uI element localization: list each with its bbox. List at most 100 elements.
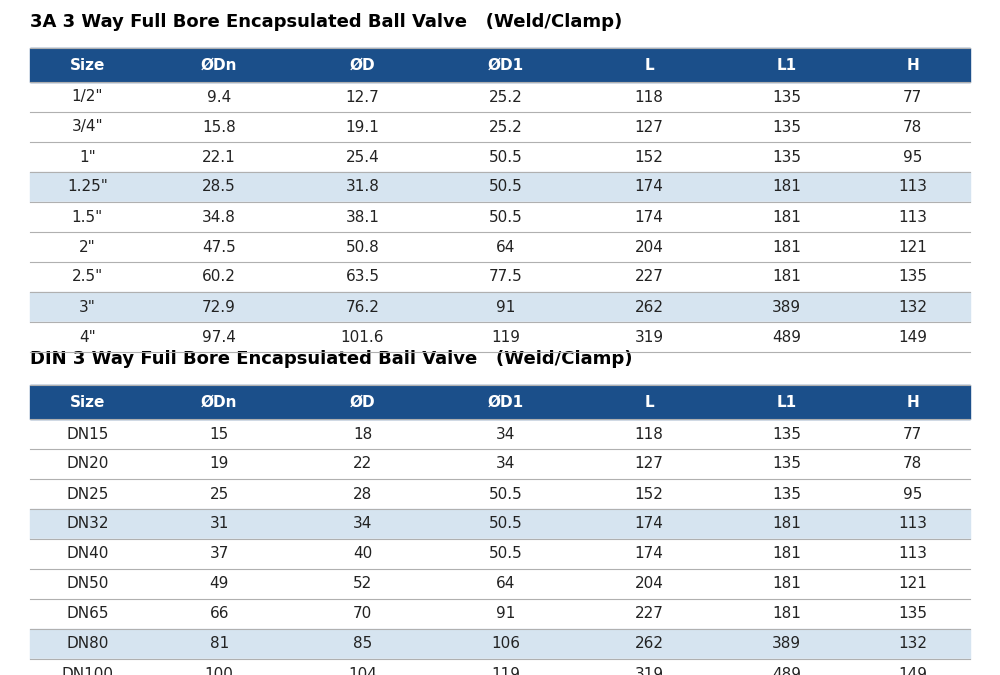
- Text: 34.8: 34.8: [202, 209, 236, 225]
- Bar: [30, 419, 970, 449]
- Text: 104: 104: [348, 666, 377, 675]
- Text: 47.5: 47.5: [202, 240, 236, 254]
- Text: 9.4: 9.4: [207, 90, 231, 105]
- Text: 174: 174: [635, 516, 663, 531]
- Text: 319: 319: [634, 329, 664, 344]
- Text: 95: 95: [903, 149, 922, 165]
- Text: 18: 18: [353, 427, 372, 441]
- Bar: [30, 202, 970, 232]
- Text: 3": 3": [79, 300, 96, 315]
- Text: ØD1: ØD1: [488, 394, 524, 410]
- Text: 181: 181: [772, 607, 801, 622]
- Text: 132: 132: [898, 300, 927, 315]
- Text: 70: 70: [353, 607, 372, 622]
- Text: 1": 1": [79, 149, 96, 165]
- Text: 50.5: 50.5: [489, 209, 523, 225]
- Text: 262: 262: [635, 637, 664, 651]
- Text: ØD: ØD: [350, 57, 375, 72]
- Text: 149: 149: [898, 329, 927, 344]
- Text: 25.2: 25.2: [489, 90, 523, 105]
- Text: DN50: DN50: [66, 576, 109, 591]
- Text: 22.1: 22.1: [202, 149, 236, 165]
- Text: 34: 34: [353, 516, 372, 531]
- Text: 66: 66: [209, 607, 229, 622]
- Text: 2": 2": [79, 240, 96, 254]
- Text: 38.1: 38.1: [346, 209, 379, 225]
- Text: 50.5: 50.5: [489, 149, 523, 165]
- Bar: [30, 509, 970, 539]
- Text: 135: 135: [772, 427, 801, 441]
- Text: 174: 174: [635, 209, 663, 225]
- Text: 64: 64: [496, 240, 515, 254]
- Text: 135: 135: [772, 119, 801, 134]
- Text: 127: 127: [635, 119, 663, 134]
- Text: 63.5: 63.5: [345, 269, 379, 284]
- Text: DN65: DN65: [66, 607, 109, 622]
- Bar: [30, 479, 970, 509]
- Text: 19: 19: [209, 456, 229, 472]
- Text: 262: 262: [635, 300, 664, 315]
- Bar: [30, 322, 970, 352]
- Text: 135: 135: [772, 90, 801, 105]
- Text: 181: 181: [772, 209, 801, 225]
- Text: 121: 121: [898, 576, 927, 591]
- Text: L: L: [644, 57, 654, 72]
- Bar: [30, 629, 970, 659]
- Text: DN15: DN15: [66, 427, 109, 441]
- Bar: [30, 599, 970, 629]
- Text: 15: 15: [210, 427, 229, 441]
- Text: 85: 85: [353, 637, 372, 651]
- Text: 2.5": 2.5": [72, 269, 103, 284]
- Bar: [30, 142, 970, 172]
- Text: 113: 113: [898, 547, 927, 562]
- Text: 15.8: 15.8: [202, 119, 236, 134]
- Text: 389: 389: [772, 637, 801, 651]
- Text: DN100: DN100: [61, 666, 113, 675]
- Text: 1/2": 1/2": [72, 90, 103, 105]
- Text: 50.5: 50.5: [489, 547, 523, 562]
- Text: ØDn: ØDn: [201, 394, 237, 410]
- Bar: [30, 385, 970, 419]
- Text: 127: 127: [635, 456, 663, 472]
- Text: DIN 3 Way Full Bore Encapsulated Ball Valve   (Weld/Clamp): DIN 3 Way Full Bore Encapsulated Ball Va…: [30, 350, 633, 368]
- Text: 132: 132: [898, 637, 927, 651]
- Text: 119: 119: [491, 329, 520, 344]
- Text: 50.5: 50.5: [489, 516, 523, 531]
- Text: ØD1: ØD1: [488, 57, 524, 72]
- Text: Size: Size: [70, 394, 105, 410]
- Text: 78: 78: [903, 456, 922, 472]
- Text: 34: 34: [496, 427, 515, 441]
- Text: Size: Size: [70, 57, 105, 72]
- Text: 181: 181: [772, 180, 801, 194]
- Text: 50.5: 50.5: [489, 180, 523, 194]
- Text: 76.2: 76.2: [346, 300, 379, 315]
- Text: 97.4: 97.4: [202, 329, 236, 344]
- Text: 489: 489: [772, 666, 801, 675]
- Text: 50.5: 50.5: [489, 487, 523, 502]
- Text: 78: 78: [903, 119, 922, 134]
- Text: 118: 118: [635, 90, 663, 105]
- Text: 34: 34: [496, 456, 515, 472]
- Text: 28: 28: [353, 487, 372, 502]
- Text: 60.2: 60.2: [202, 269, 236, 284]
- Text: 181: 181: [772, 576, 801, 591]
- Text: DN25: DN25: [66, 487, 109, 502]
- Bar: [30, 659, 970, 675]
- Text: 181: 181: [772, 547, 801, 562]
- Text: 4": 4": [79, 329, 96, 344]
- Text: H: H: [906, 57, 919, 72]
- Text: 1.25": 1.25": [67, 180, 108, 194]
- Text: 31.8: 31.8: [346, 180, 379, 194]
- Text: 50.8: 50.8: [346, 240, 379, 254]
- Text: 113: 113: [898, 180, 927, 194]
- Text: 91: 91: [496, 300, 515, 315]
- Text: 149: 149: [898, 666, 927, 675]
- Text: L1: L1: [777, 57, 797, 72]
- Text: 118: 118: [635, 427, 663, 441]
- Text: 3/4": 3/4": [72, 119, 103, 134]
- Text: 3A 3 Way Full Bore Encapsulated Ball Valve   (Weld/Clamp): 3A 3 Way Full Bore Encapsulated Ball Val…: [30, 13, 622, 31]
- Text: 12.7: 12.7: [346, 90, 379, 105]
- Text: 135: 135: [772, 456, 801, 472]
- Text: 91: 91: [496, 607, 515, 622]
- Bar: [30, 172, 970, 202]
